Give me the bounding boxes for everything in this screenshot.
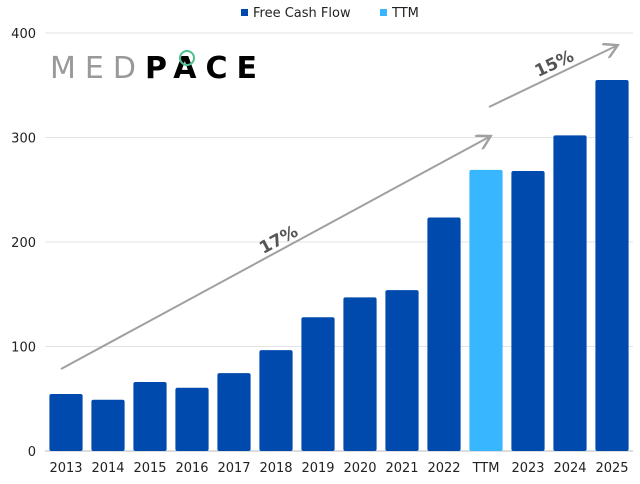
y-tick-label: 300 xyxy=(11,132,36,147)
x-tick-label: 2020 xyxy=(343,461,376,476)
bar-2023 xyxy=(511,170,545,451)
x-tick-label: 2022 xyxy=(427,461,460,476)
x-tick-label: TTM xyxy=(472,461,500,476)
bar-2013 xyxy=(49,394,83,451)
x-tick-label: 2017 xyxy=(217,461,250,476)
legend-swatch-fcf xyxy=(241,9,248,16)
x-tick-label: 2025 xyxy=(595,461,628,476)
bar-2014 xyxy=(91,399,125,451)
x-tick-label: 2024 xyxy=(553,461,586,476)
bar-TTM xyxy=(469,169,503,451)
x-tick-label: 2023 xyxy=(511,461,544,476)
bar-2025 xyxy=(595,80,629,452)
legend-swatch-ttm xyxy=(380,9,387,16)
bar-2022 xyxy=(427,217,461,451)
y-tick-label: 0 xyxy=(28,445,36,460)
x-tick-label: 2016 xyxy=(175,461,208,476)
legend: Free Cash Flow TTM xyxy=(241,6,419,21)
y-tick-label: 400 xyxy=(11,27,36,42)
bar-2018 xyxy=(259,350,293,451)
y-tick-label: 200 xyxy=(11,236,36,251)
growth-arrow-15 xyxy=(488,46,616,108)
growth-label-17: 17% xyxy=(256,222,301,259)
x-tick-label: 2013 xyxy=(49,461,82,476)
legend-label-fcf: Free Cash Flow xyxy=(253,6,351,21)
x-tick-label: 2015 xyxy=(133,461,166,476)
bar-2016 xyxy=(175,387,209,451)
legend-label-ttm: TTM xyxy=(391,6,419,21)
svg-text:PACE: PACE xyxy=(145,51,266,86)
bar-2021 xyxy=(385,290,419,451)
x-tick-label: 2014 xyxy=(91,461,124,476)
medpace-logo: MED PACE xyxy=(50,50,266,86)
bar-2020 xyxy=(343,297,377,451)
bar-2015 xyxy=(133,382,167,451)
bar-2024 xyxy=(553,135,587,451)
svg-text:MED: MED xyxy=(50,51,145,86)
y-tick-label: 100 xyxy=(11,341,36,356)
bar-2019 xyxy=(301,317,335,451)
x-tick-label: 2019 xyxy=(301,461,334,476)
x-tick-label: 2021 xyxy=(385,461,418,476)
bar-2017 xyxy=(217,373,251,451)
x-tick-label: 2018 xyxy=(259,461,292,476)
growth-arrow-17 xyxy=(60,137,489,370)
